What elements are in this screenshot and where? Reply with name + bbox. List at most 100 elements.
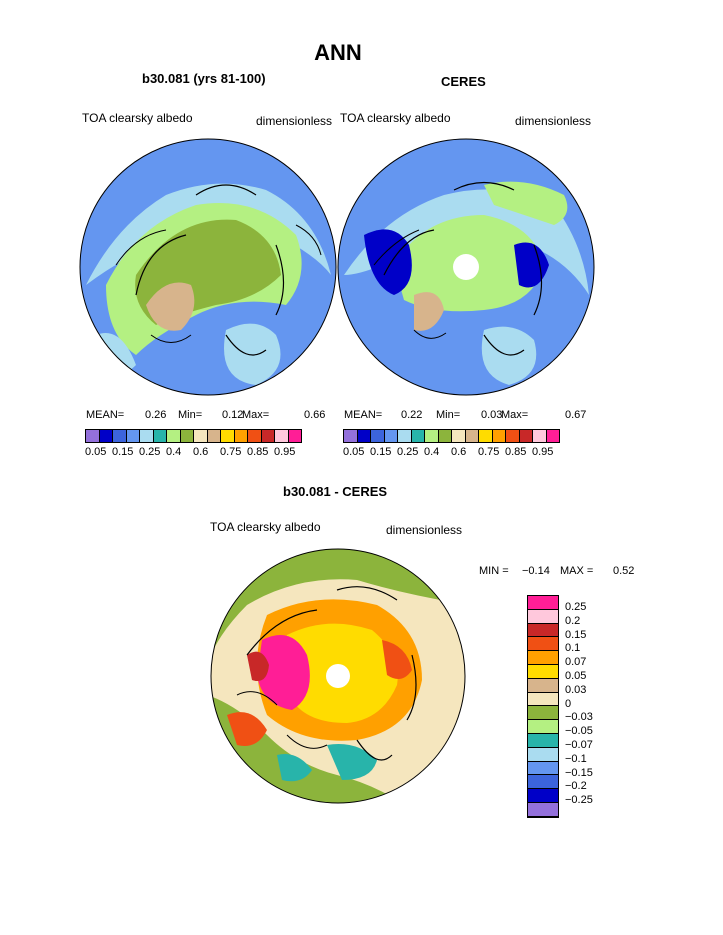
colorbar-swatch [528, 761, 558, 776]
colorbar-swatch [528, 651, 558, 665]
colorbar-swatch [528, 802, 558, 817]
panel1-colorbar [85, 429, 302, 443]
panel1-mean-value: 0.26 [145, 409, 167, 421]
colorbar-tick-label: 0.05 [343, 446, 365, 458]
colorbar-swatch [287, 429, 302, 443]
colorbar-tick-label: −0.25 [565, 794, 593, 807]
panel1-units-label: dimensionless [256, 114, 333, 128]
panel1-max-label: Max= [242, 409, 270, 421]
colorbar-swatch [179, 429, 194, 443]
colorbar-tick-label: 0.95 [532, 446, 554, 458]
colorbar-swatch [152, 429, 167, 443]
colorbar-tick-label: −0.05 [565, 725, 593, 738]
colorbar-tick-label: 0.1 [565, 642, 581, 655]
colorbar-tick-label: 0.25 [139, 446, 161, 458]
colorbar-swatch [370, 429, 385, 443]
map-difference-albedo [210, 548, 466, 804]
panel2-min-value: 0.03 [481, 409, 503, 421]
colorbar-swatch [410, 429, 425, 443]
colorbar-tick-label: 0.25 [397, 446, 419, 458]
panel1-min-value: 0.12 [222, 409, 244, 421]
colorbar-swatch [528, 733, 558, 748]
colorbar-swatch [424, 429, 439, 443]
panel3-units-label: dimensionless [386, 523, 463, 537]
colorbar-swatch [85, 429, 100, 443]
colorbar-swatch [233, 429, 248, 443]
panel1-min-label: Min= [178, 409, 203, 421]
colorbar-swatch [528, 596, 558, 610]
colorbar-swatch [528, 789, 558, 803]
colorbar-swatch [98, 429, 113, 443]
panel1-subtitle: b30.081 (yrs 81-100) [142, 71, 266, 86]
colorbar-tick-label: 0.15 [112, 446, 134, 458]
colorbar-swatch [478, 429, 493, 443]
colorbar-tick-label: 0.75 [478, 446, 500, 458]
colorbar-swatch [528, 609, 558, 624]
panel1-mean-label: MEAN= [86, 409, 125, 421]
colorbar-swatch [505, 429, 520, 443]
colorbar-swatch [112, 429, 127, 443]
colorbar-swatch [274, 429, 289, 443]
panel2-colorbar [343, 429, 560, 443]
colorbar-tick-label: −0.2 [565, 780, 587, 793]
colorbar-swatch [125, 429, 140, 443]
panel3-subtitle: b30.081 - CERES [283, 484, 388, 499]
panel3-max-value: 0.52 [613, 565, 635, 577]
colorbar-swatch [532, 429, 547, 443]
colorbar-tick-label: 0.95 [274, 446, 296, 458]
colorbar-swatch [220, 429, 235, 443]
colorbar-swatch [518, 429, 533, 443]
colorbar-tick-label: 0.4 [424, 446, 440, 458]
colorbar-tick-label: −0.03 [565, 711, 593, 724]
panel1-max-value: 0.66 [304, 409, 326, 421]
colorbar-tick-label: 0.05 [565, 670, 587, 682]
colorbar-swatch [528, 720, 558, 734]
panel2-min-label: Min= [436, 409, 461, 421]
colorbar-swatch [491, 429, 506, 443]
colorbar-swatch [464, 429, 479, 443]
colorbar-tick-label: 0.03 [565, 683, 587, 696]
panel3-variable-label: TOA clearsky albedo [210, 520, 321, 534]
colorbar-tick-label: 0.6 [451, 446, 467, 458]
page-title: ANN [314, 40, 362, 65]
panel2-max-value: 0.67 [565, 409, 587, 421]
colorbar-swatch [247, 429, 262, 443]
colorbar-swatch [139, 429, 154, 443]
panel2-mean-label: MEAN= [344, 409, 383, 421]
panel2-variable-label: TOA clearsky albedo [340, 111, 451, 125]
colorbar-swatch [528, 692, 558, 707]
panel3-colorbar [527, 595, 559, 818]
colorbar-tick-label: 0 [565, 697, 572, 710]
colorbar-swatch [528, 747, 558, 762]
colorbar-swatch [528, 623, 558, 638]
panel2-units-label: dimensionless [515, 114, 592, 128]
map-ceres-albedo [337, 138, 595, 396]
colorbar-tick-label: 0.25 [565, 601, 587, 613]
colorbar-tick-label: 0.15 [370, 446, 392, 458]
map-model-albedo [79, 138, 337, 396]
colorbar-tick-label: 0.2 [565, 614, 581, 627]
panel2-max-label: Max= [501, 409, 529, 421]
colorbar-tick-label: 0.4 [166, 446, 182, 458]
colorbar-swatch [545, 429, 560, 443]
colorbar-swatch [356, 429, 371, 443]
colorbar-swatch [193, 429, 208, 443]
colorbar-tick-label: 0.07 [565, 656, 587, 669]
colorbar-swatch [528, 637, 558, 652]
colorbar-tick-label: −0.07 [565, 739, 593, 751]
colorbar-tick-label: 0.85 [247, 446, 269, 458]
colorbar-swatch [343, 429, 358, 443]
colorbar-swatch [528, 775, 558, 790]
panel2-subtitle: CERES [441, 74, 486, 89]
colorbar-tick-label: 0.15 [565, 628, 587, 641]
colorbar-swatch [528, 664, 558, 679]
panel3-min-value: −0.14 [522, 565, 550, 577]
colorbar-swatch [397, 429, 412, 443]
panel3-max-label: MAX = [560, 565, 594, 577]
colorbar-tick-label: −0.1 [565, 752, 587, 765]
colorbar-tick-label: 0.6 [193, 446, 209, 458]
panel1-variable-label: TOA clearsky albedo [82, 111, 193, 125]
panel3-min-label: MIN = [479, 565, 509, 577]
colorbar-swatch [206, 429, 221, 443]
